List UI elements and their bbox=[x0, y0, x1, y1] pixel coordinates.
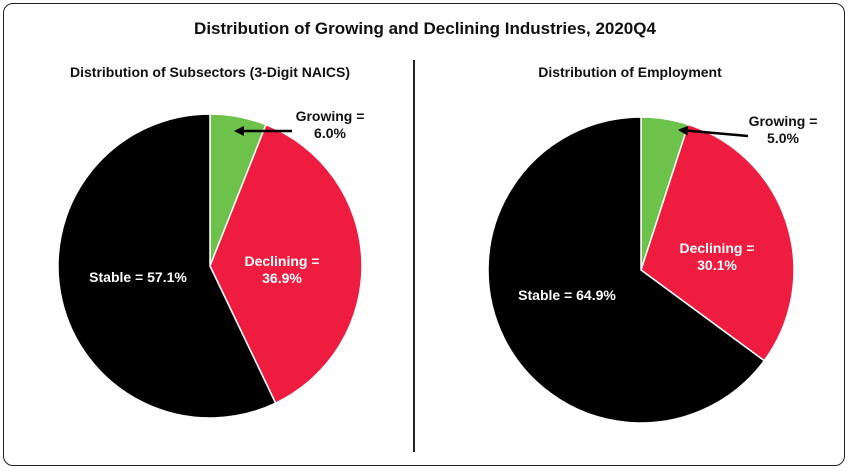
right-declining-label-line2: 30.1% bbox=[697, 257, 737, 273]
left-slice-declining bbox=[209, 123, 363, 405]
right-growing-arrow bbox=[678, 125, 749, 138]
right-slice-declining bbox=[640, 123, 795, 362]
left-slice-stable bbox=[57, 113, 277, 419]
right-slice-stable bbox=[487, 116, 766, 424]
right-chart-title: Distribution of Employment bbox=[538, 64, 722, 80]
right-growing-label-line1: Growing = bbox=[749, 113, 818, 129]
left-pie bbox=[57, 113, 363, 419]
chart-divider bbox=[413, 60, 415, 452]
left-declining-label-line2: 36.9% bbox=[262, 270, 302, 286]
right-stable-label: Stable = 64.9% bbox=[518, 287, 616, 303]
left-chart-title: Distribution of Subsectors (3-Digit NAIC… bbox=[70, 64, 350, 80]
right-pie bbox=[487, 116, 795, 424]
left-declining-label-line1: Declining = bbox=[244, 253, 319, 269]
right-declining-label-line1: Declining = bbox=[679, 240, 754, 256]
left-growing-label-line1: Growing = bbox=[296, 108, 365, 124]
right-growing-label-line2: 5.0% bbox=[767, 130, 799, 146]
left-growing-label-line2: 6.0% bbox=[314, 125, 346, 141]
left-stable-label: Stable = 57.1% bbox=[89, 269, 187, 285]
main-title: Distribution of Growing and Declining In… bbox=[194, 19, 656, 38]
